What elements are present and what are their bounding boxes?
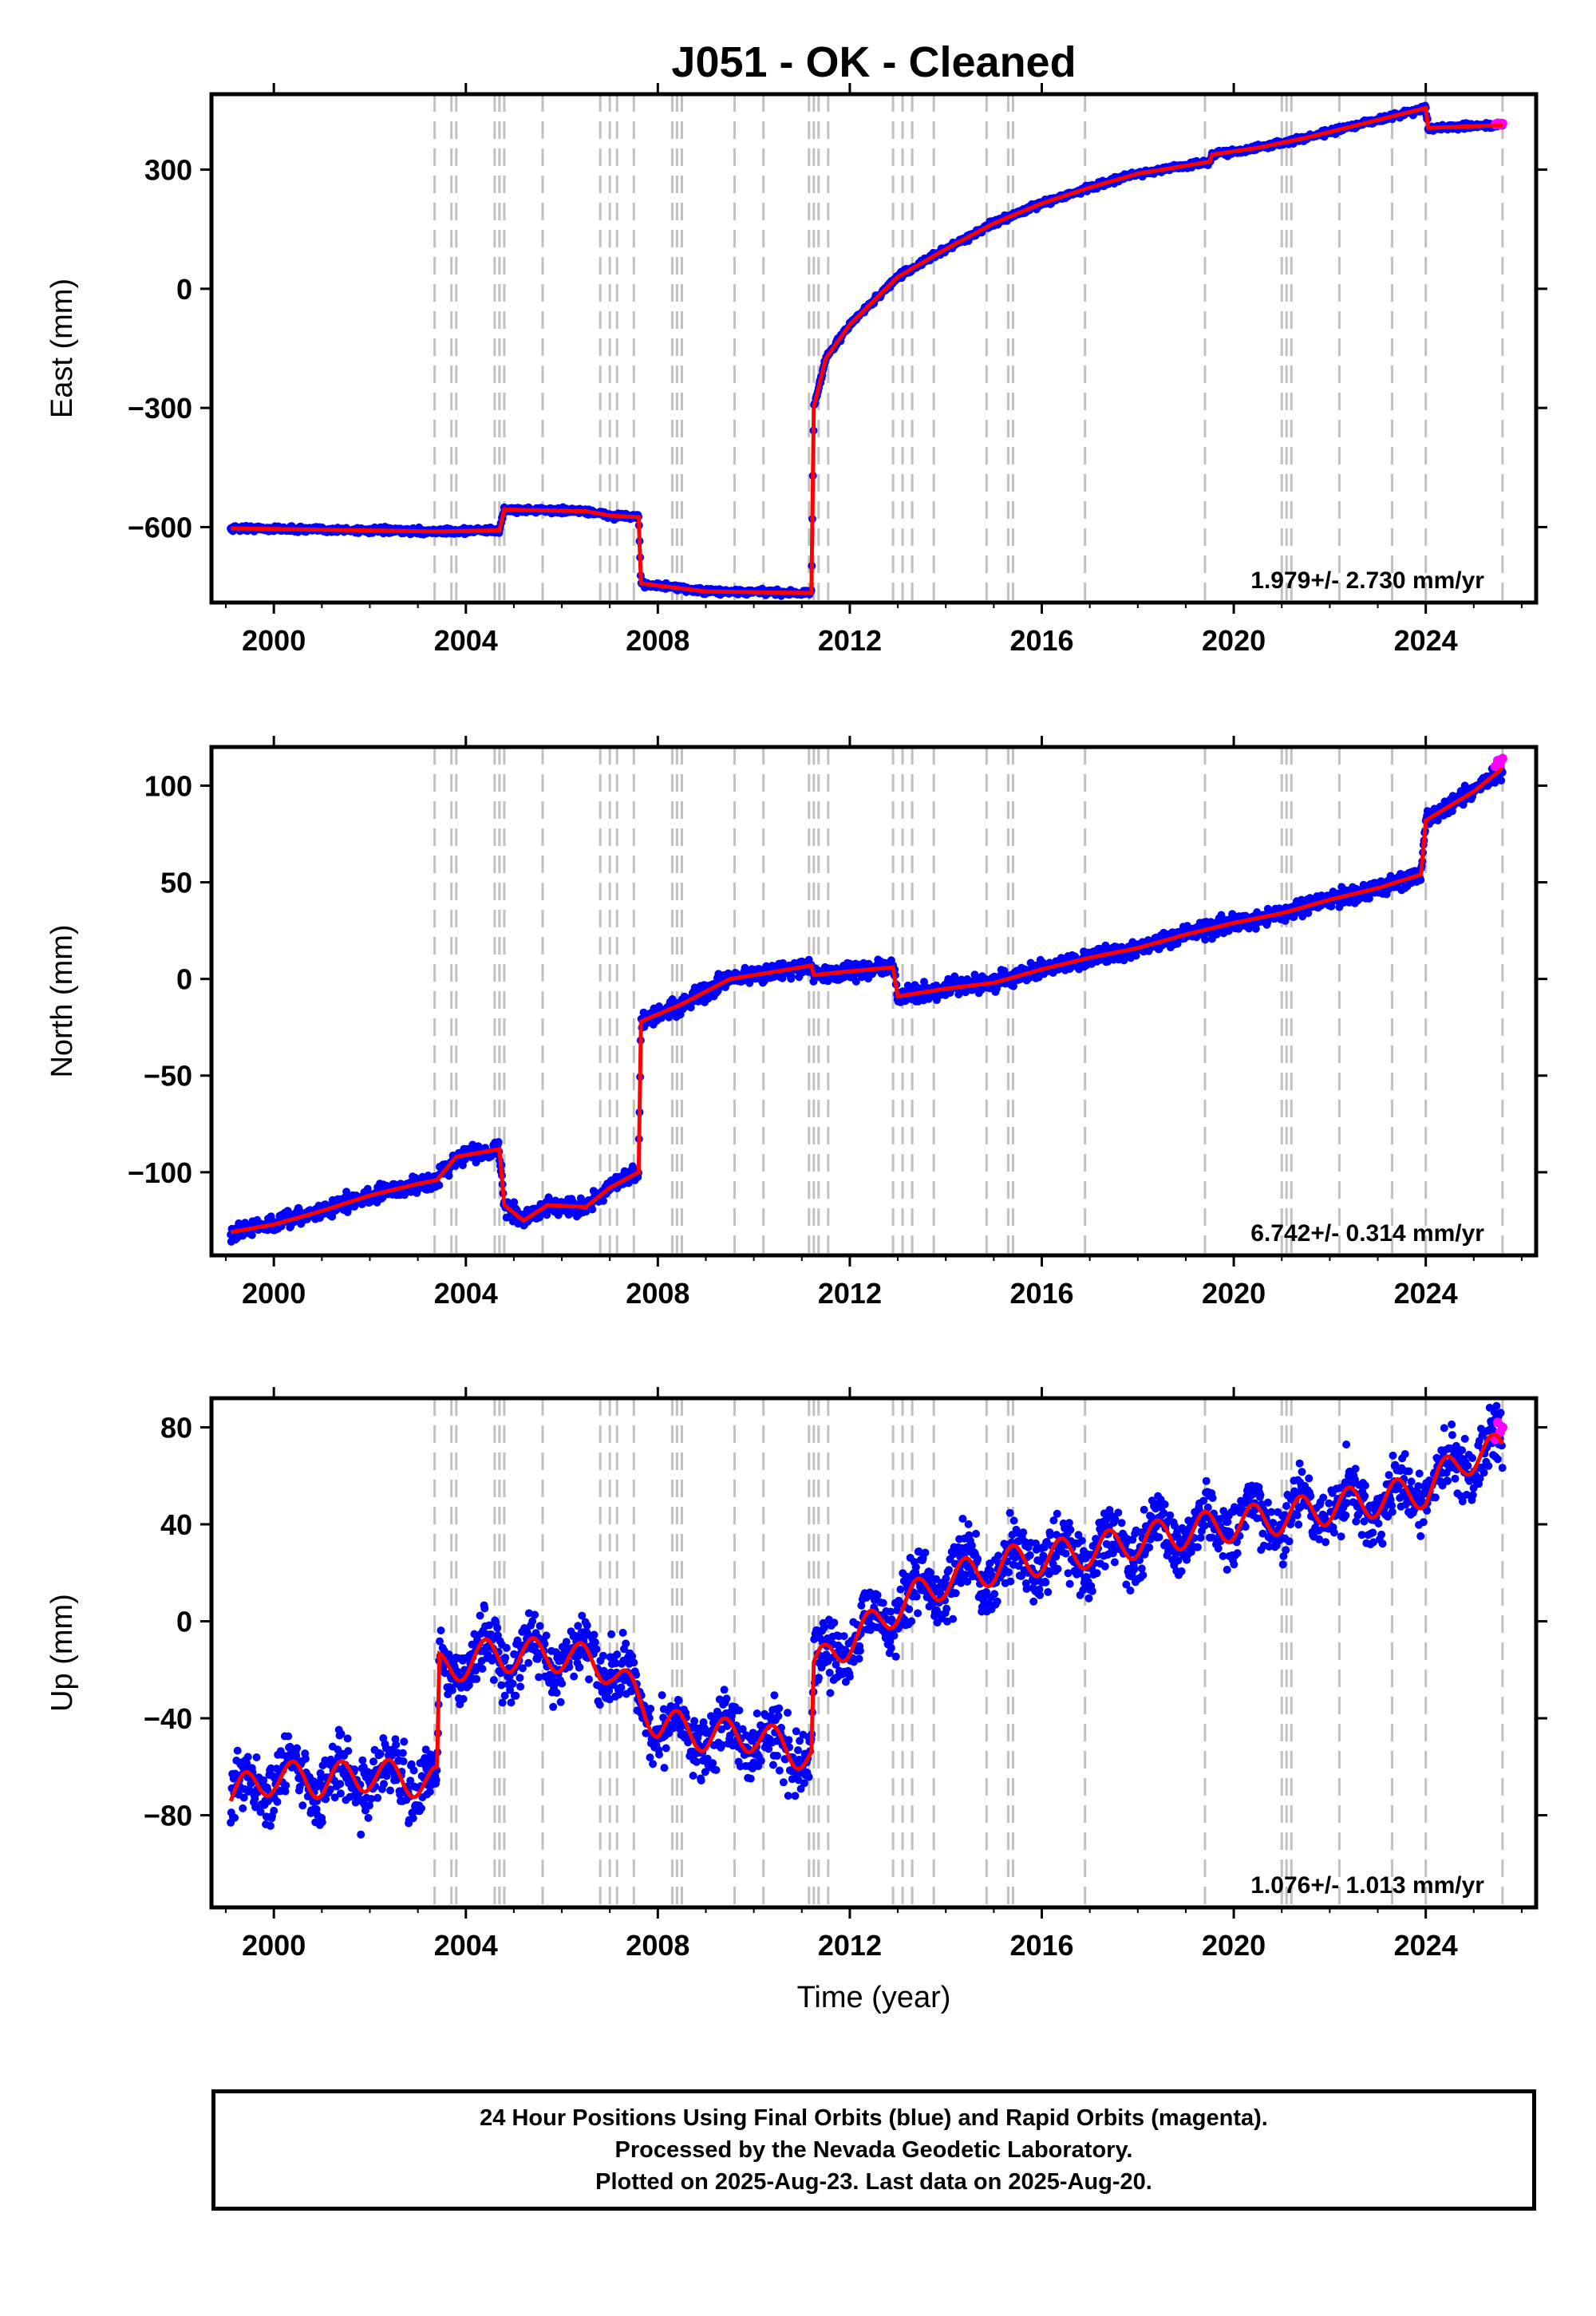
x-tick-label: 2012	[818, 624, 882, 657]
y-tick-label: 100	[144, 769, 192, 802]
x-tick-label: 2024	[1394, 624, 1458, 657]
y-tick-label: 0	[176, 963, 192, 996]
data-point	[398, 1749, 407, 1757]
panel-east: 2000 2004 2008 2012 2016 2020 2024 −600 −300 0 300…	[45, 83, 1547, 657]
data-point	[373, 1793, 382, 1802]
rate-label: 1.979+/- 2.730 mm/yr	[1250, 567, 1484, 594]
final-orbit-points	[227, 101, 1507, 600]
data-point	[318, 1818, 326, 1827]
x-tick-label: 2004	[434, 1277, 498, 1310]
y-tick-label: −300	[128, 392, 192, 425]
panel-up: 2000 2004 2008 2012 2016 2020 2024−80−4004080U…	[45, 1387, 1547, 1962]
x-tick-label: 2000	[242, 624, 306, 657]
data-point	[266, 1821, 275, 1830]
data-point	[292, 1752, 301, 1760]
plot-area	[227, 747, 1507, 1255]
y-tick-label: 0	[176, 273, 192, 306]
data-point	[444, 1172, 453, 1180]
data-point	[293, 1744, 302, 1753]
data-point	[588, 1205, 597, 1214]
data-point	[343, 1734, 352, 1743]
data-point	[336, 1780, 345, 1788]
data-point	[409, 1814, 417, 1823]
y-tick-label: −100	[128, 1156, 192, 1189]
data-point	[494, 1138, 503, 1146]
data-point	[1497, 777, 1506, 785]
data-point	[284, 1732, 293, 1741]
data-point	[400, 1737, 409, 1746]
rapid-point	[1497, 753, 1507, 764]
data-point	[298, 1801, 307, 1810]
y-tick-label: 50	[160, 867, 192, 899]
data-point	[376, 1749, 385, 1758]
data-point	[247, 1231, 256, 1239]
data-point	[273, 1797, 282, 1806]
rate-label: 6.742+/- 0.314 mm/yr	[1250, 1220, 1484, 1247]
x-tick-label: 2016	[1009, 1277, 1073, 1310]
y-tick-label: −50	[144, 1060, 192, 1093]
plot-area	[227, 1398, 1507, 1907]
data-point	[386, 1786, 394, 1795]
data-point	[233, 1746, 242, 1755]
data-point	[282, 1781, 290, 1790]
y-axis-label: East (mm)	[45, 279, 79, 418]
data-point	[599, 1196, 607, 1205]
plot-area	[227, 94, 1507, 603]
data-point	[392, 1741, 401, 1749]
data-point	[337, 1729, 346, 1738]
panel-north: 2000 2004 2008 2012 2016 2020 2024 −100 −50 0 50 10…	[45, 736, 1547, 1310]
x-tick-label: 2016	[1009, 624, 1073, 657]
data-point	[409, 1766, 418, 1775]
x-tick-label: 2000	[242, 1277, 306, 1310]
x-tick-label: 2004	[434, 624, 498, 657]
data-point	[364, 1813, 373, 1822]
y-tick-label: −600	[128, 511, 192, 543]
final-orbit-points	[227, 1401, 1507, 1839]
x-tick-label: 2024	[1394, 1277, 1458, 1310]
data-point	[270, 1806, 279, 1815]
x-tick-label: 2008	[626, 624, 689, 657]
x-tick-label: 2020	[1202, 624, 1266, 657]
data-point	[369, 1757, 377, 1766]
final-orbit-points	[227, 763, 1507, 1246]
data-point	[239, 1804, 247, 1812]
data-point	[243, 1753, 252, 1761]
data-point	[357, 1830, 365, 1839]
data-point	[788, 972, 796, 981]
model-line	[230, 766, 1504, 1235]
model-line	[231, 105, 1503, 596]
x-tick-label: 2008	[626, 1277, 689, 1310]
data-point	[358, 1756, 367, 1765]
data-point	[252, 1753, 261, 1761]
x-tick-label: 2012	[818, 1277, 882, 1310]
chart-title: J051 - OK - Cleaned	[671, 38, 1076, 86]
data-point	[344, 1747, 353, 1755]
y-axis-label: North (mm)	[45, 924, 79, 1077]
x-tick-label: 2020	[1202, 1277, 1266, 1310]
y-tick-label: 300	[144, 154, 192, 187]
data-point	[231, 1813, 239, 1822]
data-point	[435, 1181, 444, 1190]
data-point	[336, 1789, 345, 1798]
data-point	[399, 1757, 408, 1765]
data-point	[380, 1780, 388, 1788]
data-point	[301, 1754, 310, 1763]
